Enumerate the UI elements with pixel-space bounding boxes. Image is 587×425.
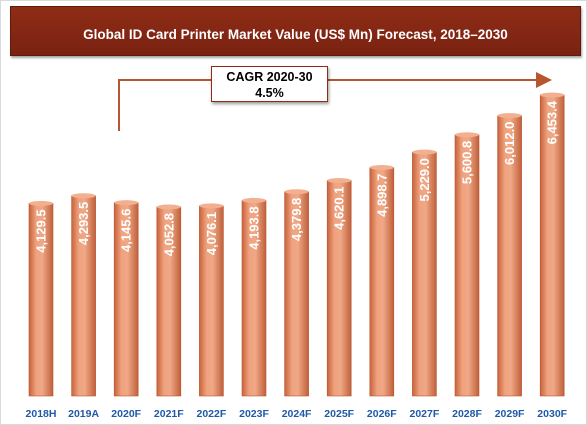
bar-cap [455, 132, 479, 138]
x-tick-label: 2023F [239, 408, 269, 420]
bar-2026F [369, 167, 395, 397]
bar-cap [327, 178, 352, 184]
bar-2028F [454, 134, 480, 397]
bar-2023F [241, 200, 267, 397]
bar-2022F [199, 205, 224, 397]
x-tick-label: 2030F [537, 408, 567, 420]
x-tick-label: 2018H [26, 408, 57, 420]
x-tick-label: 2020F [111, 408, 141, 420]
bar-cap [284, 189, 309, 195]
x-tick-label: 2019A [68, 408, 99, 420]
data-label: 4,379.8 [289, 198, 304, 241]
cagr-label: CAGR 2020-30 [226, 70, 313, 84]
bar-cap [369, 165, 394, 171]
x-tick-label: 2022F [197, 408, 227, 420]
x-tick-label: 2021F [154, 408, 184, 420]
cagr-arrow [118, 72, 552, 131]
bar-2018H [28, 203, 54, 397]
data-label: 4,620.1 [332, 187, 347, 230]
bar-2020F [113, 202, 139, 397]
cagr-arrow-left [118, 79, 211, 131]
bar-2030F [539, 94, 565, 397]
cagr-value: 4.5% [255, 86, 284, 100]
bar-cap [497, 113, 522, 119]
chart-title-bar: Global ID Card Printer Market Value (US$… [10, 6, 581, 56]
data-label: 4,076.1 [204, 212, 219, 255]
data-label: 5,229.0 [417, 158, 432, 201]
bar-cap [242, 197, 266, 203]
data-label: 5,600.8 [460, 141, 475, 184]
bar-cap [412, 149, 437, 155]
bar-cap [29, 200, 53, 206]
bar-cap [199, 203, 224, 209]
x-tick-label: 2028F [452, 408, 482, 420]
data-label: 4,193.8 [247, 206, 262, 249]
data-label: 6,012.0 [502, 122, 517, 165]
data-label: 6,453.4 [545, 100, 560, 144]
bar-cap [540, 92, 565, 98]
cagr-annotation-box: CAGR 2020-30 4.5% [211, 66, 328, 102]
bar-2019A [71, 195, 96, 397]
x-tick-label: 2027F [410, 408, 440, 420]
x-tick-label: 2025F [324, 408, 354, 420]
data-label: 4,145.6 [119, 209, 134, 252]
data-label: 4,293.5 [76, 202, 91, 245]
bar-cap [114, 200, 139, 206]
bar-2027F [412, 151, 437, 397]
bar-2025F [326, 180, 352, 397]
bars-group: 4,129.5 4,293.5 4,145.6 4,052.8 4,076.1 4,193… [28, 92, 565, 397]
data-label: 4,052.8 [161, 213, 176, 256]
x-tick-label: 2026F [367, 408, 397, 420]
bar-cap [71, 193, 96, 199]
bar-cap [156, 204, 181, 210]
data-label: 4,898.7 [374, 174, 389, 217]
bar-2021F [156, 206, 182, 397]
x-tick-label: 2024F [282, 408, 312, 420]
bar-2029F [497, 115, 522, 397]
x-tick-label: 2029F [495, 408, 525, 420]
bar-2024F [284, 191, 309, 397]
x-axis-labels: 2018H 2019A 2020F 2021F 2022F 2023F 2024F 2025F… [26, 408, 568, 420]
data-label: 4,129.5 [34, 209, 49, 252]
chart-title: Global ID Card Printer Market Value (US$… [83, 26, 508, 42]
